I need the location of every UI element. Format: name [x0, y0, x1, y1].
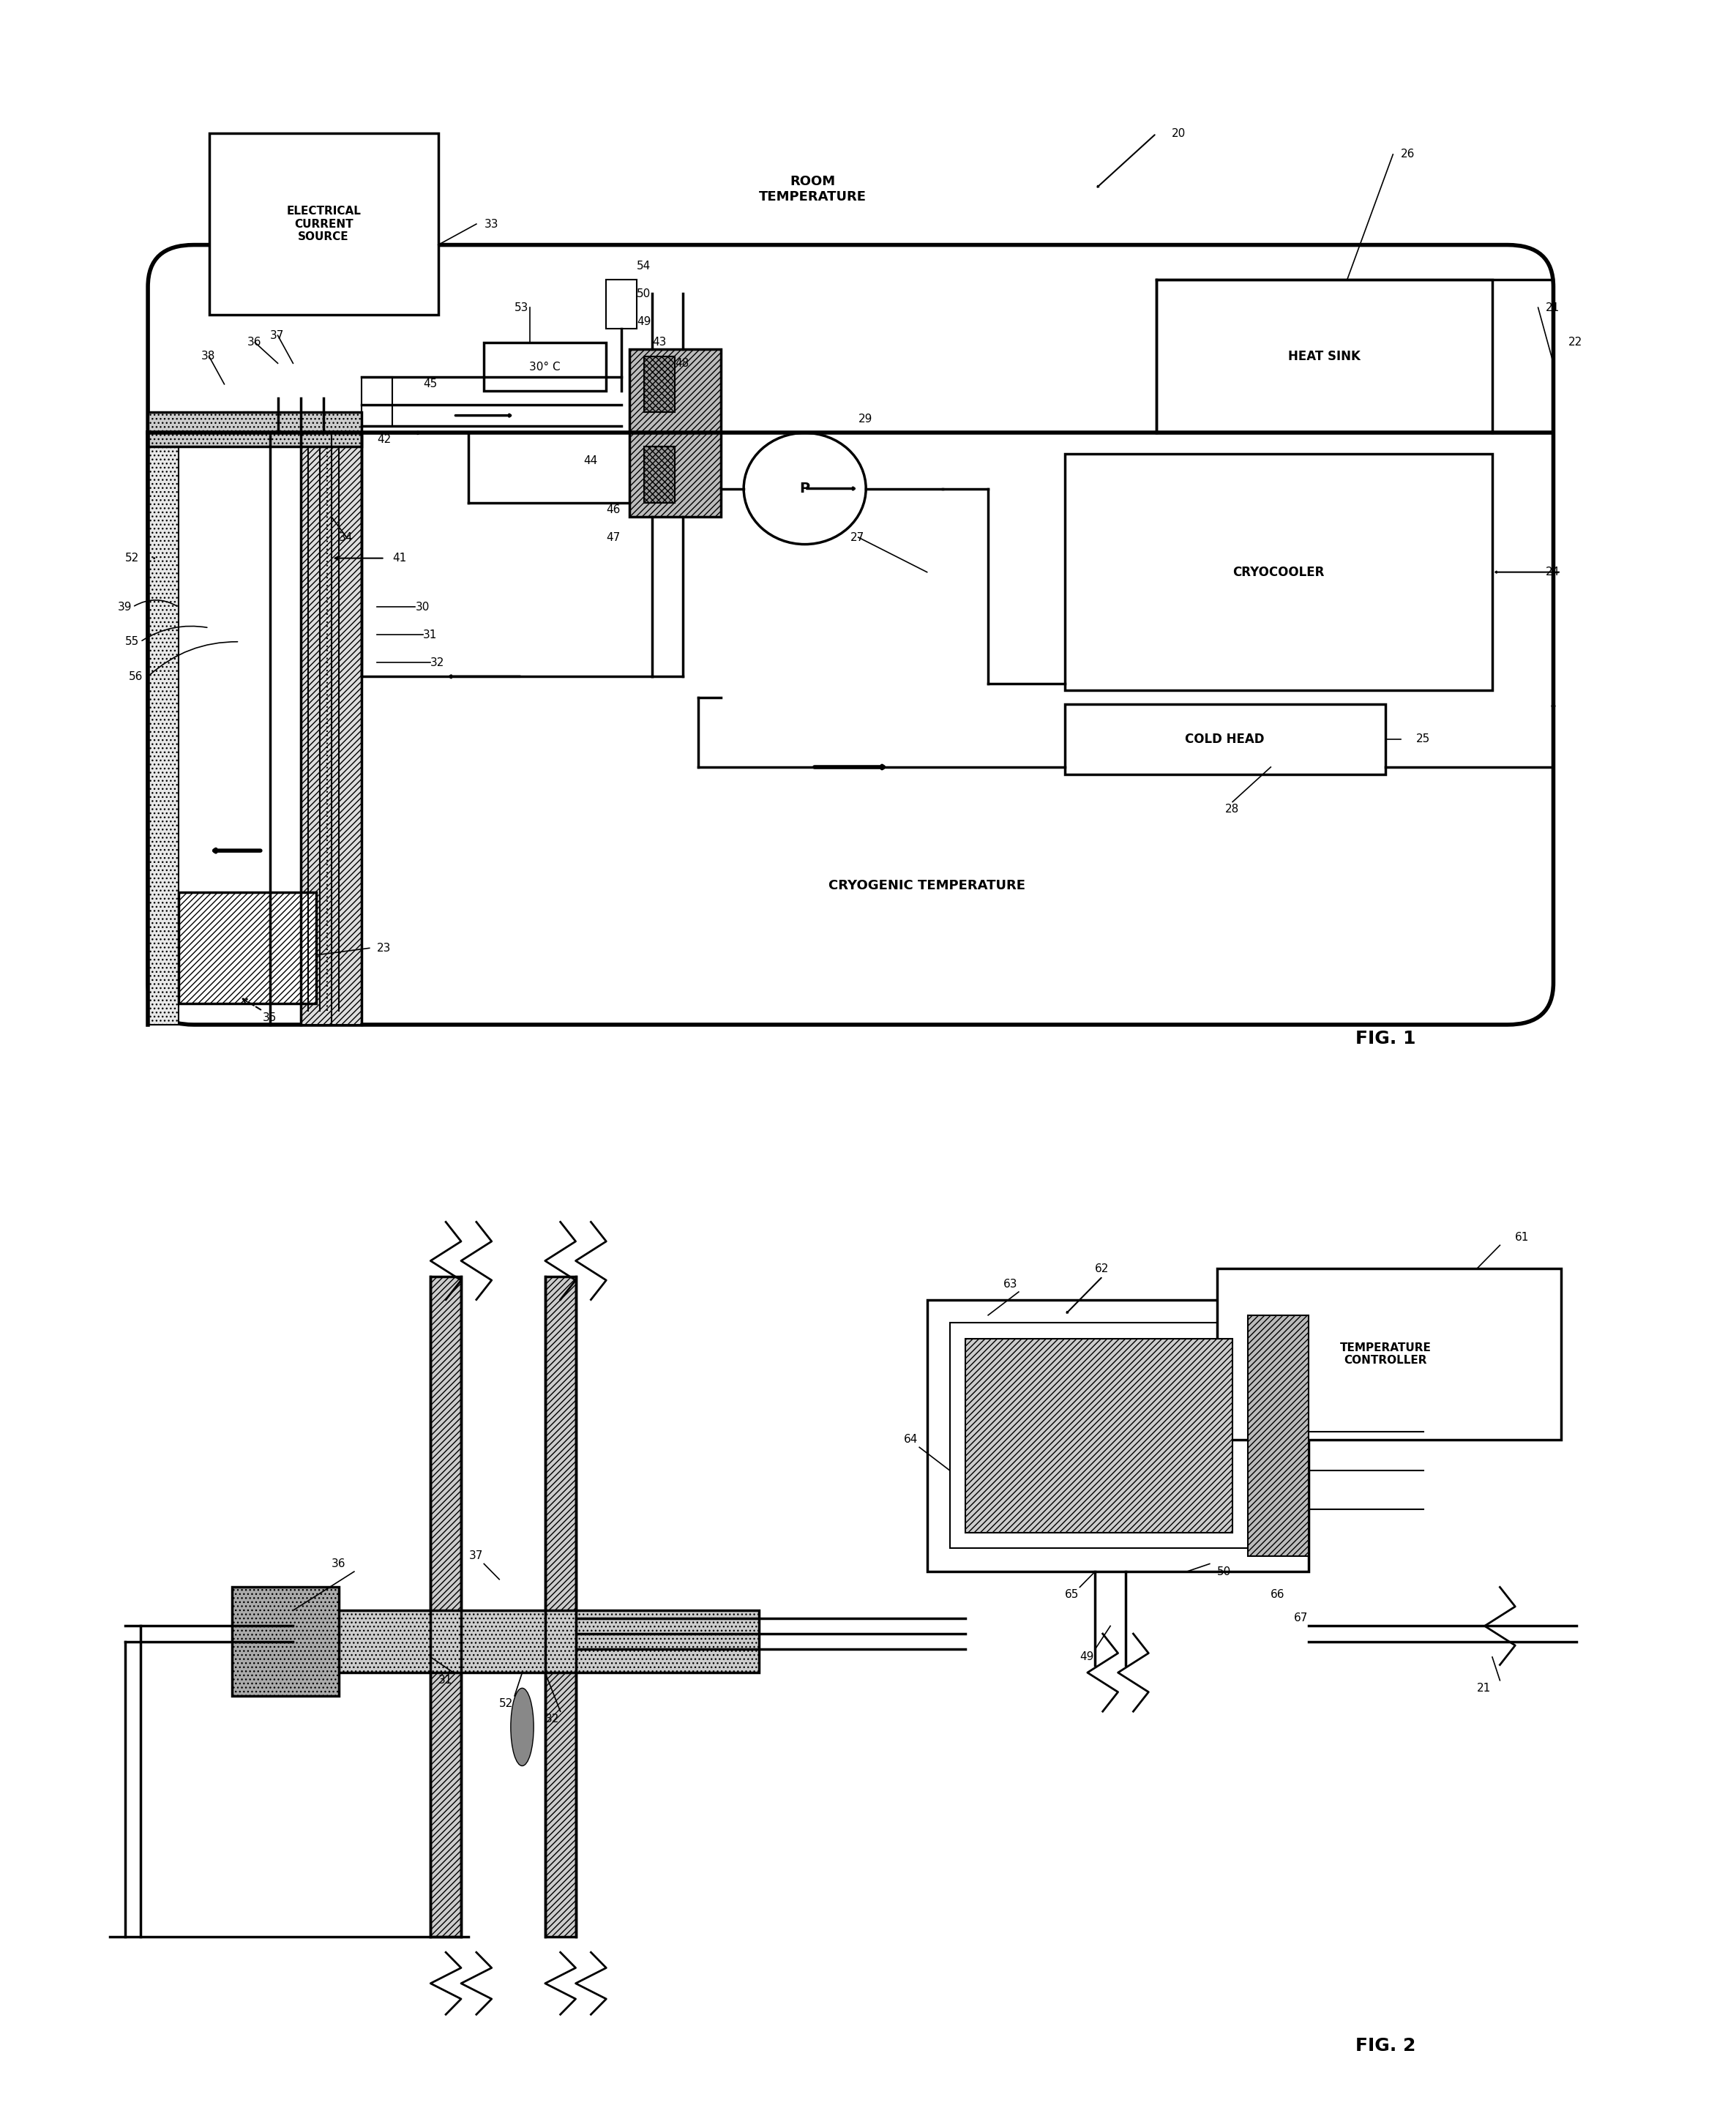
Bar [148, 411, 361, 447]
Text: COLD HEAD: COLD HEAD [1186, 733, 1264, 746]
Text: CRYOCOOLER: CRYOCOOLER [1233, 566, 1325, 578]
Bar [965, 1339, 1233, 1532]
Text: 56: 56 [128, 672, 142, 682]
Text: 52: 52 [500, 1697, 514, 1710]
Bar [644, 356, 675, 411]
Text: 29: 29 [858, 413, 873, 424]
Bar [392, 1625, 415, 1657]
Text: 54: 54 [637, 261, 651, 271]
Text: 33: 33 [484, 218, 498, 229]
Bar [233, 1587, 339, 1695]
Text: 49: 49 [637, 316, 651, 326]
Text: 43: 43 [653, 337, 667, 348]
Text: 31: 31 [437, 1674, 453, 1687]
Text: 22: 22 [1569, 337, 1583, 348]
Bar [1248, 1316, 1309, 1555]
Text: 46: 46 [606, 504, 620, 515]
Bar [1064, 453, 1493, 691]
Bar [243, 411, 262, 432]
Text: 31: 31 [424, 629, 437, 640]
Bar [431, 1276, 462, 1937]
Text: 20: 20 [1172, 127, 1186, 140]
Text: 36: 36 [247, 337, 262, 348]
Bar [1156, 280, 1493, 432]
Text: P: P [800, 481, 811, 496]
Bar [545, 1276, 576, 1937]
Text: FIG. 1: FIG. 1 [1356, 1030, 1415, 1047]
Text: 65: 65 [1064, 1589, 1078, 1600]
FancyBboxPatch shape [148, 246, 1554, 1026]
Text: CRYOGENIC TEMPERATURE: CRYOGENIC TEMPERATURE [828, 879, 1026, 892]
Text: 39: 39 [118, 602, 132, 612]
Text: 50: 50 [1217, 1566, 1231, 1577]
Text: 25: 25 [1417, 733, 1430, 744]
Bar [361, 377, 392, 426]
Bar [293, 1610, 759, 1672]
Text: 41: 41 [392, 553, 406, 564]
Bar [220, 411, 240, 432]
Text: 32: 32 [545, 1714, 559, 1725]
Bar [179, 892, 316, 1004]
Text: 42: 42 [377, 434, 391, 445]
Text: ELECTRICAL
CURRENT
SOURCE: ELECTRICAL CURRENT SOURCE [286, 206, 361, 242]
Bar [927, 1299, 1309, 1572]
Text: 47: 47 [606, 532, 620, 542]
Text: 67: 67 [1293, 1613, 1307, 1623]
Text: 34: 34 [339, 532, 352, 542]
Bar [1064, 704, 1385, 773]
Bar [262, 1596, 323, 1689]
Text: 49: 49 [1080, 1651, 1094, 1663]
Text: 21: 21 [1545, 303, 1561, 314]
Text: 37: 37 [469, 1551, 483, 1562]
Text: 30° C: 30° C [529, 360, 561, 373]
Text: 53: 53 [514, 303, 529, 314]
Text: 66: 66 [1271, 1589, 1285, 1600]
Bar [637, 420, 713, 447]
Text: 23: 23 [377, 943, 391, 954]
Bar [514, 1625, 538, 1657]
Text: 35: 35 [262, 1013, 276, 1023]
Text: 26: 26 [1401, 148, 1415, 159]
Text: 44: 44 [583, 456, 597, 466]
Text: 36: 36 [332, 1557, 345, 1570]
Text: 32: 32 [431, 657, 444, 667]
Text: TEMPERATURE
CONTROLLER: TEMPERATURE CONTROLLER [1340, 1341, 1430, 1367]
Bar [300, 432, 361, 1026]
Bar [644, 447, 675, 502]
Text: 55: 55 [125, 636, 139, 646]
Text: 37: 37 [271, 331, 285, 341]
Bar [437, 1625, 462, 1657]
Bar [606, 280, 637, 328]
Text: 52: 52 [125, 553, 139, 564]
Text: 61: 61 [1516, 1231, 1529, 1244]
Text: 28: 28 [1226, 803, 1240, 814]
Text: 63: 63 [1003, 1278, 1017, 1290]
Text: 62: 62 [1095, 1263, 1109, 1274]
Text: 27: 27 [851, 532, 865, 542]
Text: ROOM
TEMPERATURE: ROOM TEMPERATURE [759, 176, 866, 203]
Bar [208, 133, 437, 314]
Text: 48: 48 [675, 358, 689, 369]
Bar [1217, 1269, 1561, 1439]
Text: 24: 24 [1545, 566, 1561, 578]
Bar [484, 343, 606, 392]
Text: 64: 64 [904, 1435, 918, 1445]
Text: 45: 45 [424, 379, 437, 390]
Text: 38: 38 [201, 352, 215, 362]
Bar [148, 432, 179, 1026]
Text: 30: 30 [415, 602, 429, 612]
Bar [950, 1322, 1286, 1549]
Ellipse shape [510, 1689, 533, 1765]
Text: FIG. 2: FIG. 2 [1356, 2036, 1415, 2053]
Text: HEAT SINK: HEAT SINK [1288, 350, 1361, 362]
Bar [628, 350, 720, 517]
Text: 21: 21 [1477, 1682, 1491, 1693]
Text: 50: 50 [637, 288, 651, 299]
